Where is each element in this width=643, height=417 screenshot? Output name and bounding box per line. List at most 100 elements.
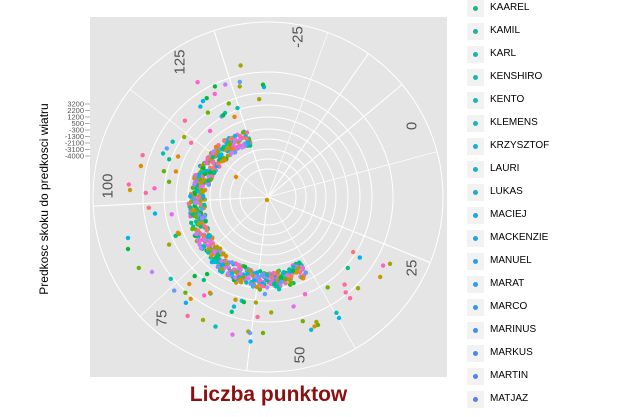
angle-tick-label: 50: [292, 347, 309, 364]
data-point: [275, 284, 280, 289]
data-point: [207, 128, 213, 134]
legend-label: LUKAS: [490, 186, 523, 197]
data-point: [228, 136, 233, 142]
legend-label: MARINUS: [490, 324, 537, 335]
data-point: [127, 187, 133, 193]
data-point: [166, 242, 172, 247]
data-point: [234, 145, 240, 150]
data-point: [281, 270, 286, 275]
data-point: [227, 141, 233, 147]
data-point: [269, 310, 274, 315]
data-point: [183, 290, 188, 295]
data-point: [226, 101, 231, 106]
y-axis-title: Predkosc skoku do predkosci wiatru: [37, 103, 51, 295]
data-point: [312, 324, 317, 329]
data-point: [188, 296, 193, 301]
legend-item: MARKUS: [467, 345, 643, 368]
angle-grid-line: [93, 196, 269, 207]
data-point: [215, 264, 220, 269]
data-point: [237, 79, 242, 85]
legend-item: LUKAS: [467, 184, 643, 207]
data-point: [203, 161, 209, 166]
angle-tick-label: 125: [172, 49, 189, 74]
data-point: [297, 261, 302, 266]
data-point: [188, 194, 193, 199]
radial-grid-circle: [209, 138, 327, 256]
radial-tick-label: 1200: [67, 113, 84, 122]
legend-dot-icon: [473, 144, 478, 149]
data-point: [252, 278, 257, 283]
data-point: [207, 239, 212, 244]
data-point: [244, 280, 249, 285]
data-point: [198, 232, 204, 237]
data-point: [215, 161, 220, 166]
radial-tick-label: -300: [69, 126, 84, 135]
data-point: [237, 84, 242, 89]
legend-label: MATJAZ: [490, 393, 529, 404]
data-point: [199, 190, 204, 195]
legend-dot-icon: [473, 213, 478, 218]
data-point: [190, 226, 195, 232]
legend-label: LAURI: [490, 163, 520, 174]
angle-grid-line: [129, 88, 269, 198]
legend-label: KAAREL: [490, 2, 530, 13]
data-point: [164, 146, 169, 151]
legend-label: KRZYSZTOF: [490, 140, 550, 151]
data-point: [334, 310, 339, 315]
data-point: [205, 243, 211, 248]
legend-label: KENTO: [490, 94, 525, 105]
data-point: [278, 275, 284, 280]
data-point: [146, 205, 151, 210]
legend-dot-icon: [473, 167, 478, 172]
data-point: [248, 339, 253, 344]
legend-label: MACIEJ: [490, 209, 527, 220]
data-point: [241, 299, 247, 305]
data-point: [225, 271, 231, 276]
legend-dot-icon: [473, 236, 478, 241]
angle-tick-label: 100: [100, 173, 117, 198]
legend-key: [467, 23, 484, 40]
data-point: [254, 270, 260, 275]
data-point: [230, 332, 235, 337]
legend-item: KARL: [467, 46, 643, 69]
data-point: [301, 276, 306, 281]
legend-item: KENTO: [467, 92, 643, 115]
data-point: [126, 182, 131, 187]
data-point: [207, 233, 213, 238]
data-point: [203, 225, 209, 230]
data-point: [244, 130, 250, 135]
data-point: [253, 300, 259, 305]
legend-dot-icon: [473, 75, 478, 80]
radial-grid-circle: [239, 168, 297, 226]
legend-item: MARAT: [467, 276, 643, 299]
radial-grid-circle: [219, 148, 317, 246]
data-point: [246, 276, 251, 281]
data-point: [207, 170, 213, 175]
data-point: [303, 270, 308, 276]
legend-label: KARL: [490, 48, 517, 59]
data-point: [260, 82, 266, 87]
angle-grid-line: [267, 32, 329, 198]
legend-dot-icon: [473, 351, 478, 356]
data-point: [183, 300, 189, 305]
legend-key: [467, 368, 484, 385]
data-point: [205, 178, 211, 183]
data-point: [200, 183, 205, 188]
data-point: [355, 286, 361, 291]
radial-tick-label: -1300: [65, 132, 84, 141]
radial-tick-label: 2200: [67, 106, 84, 115]
data-point: [242, 264, 248, 269]
data-point: [208, 165, 213, 170]
data-point: [343, 290, 348, 295]
data-point: [209, 253, 214, 258]
legend-dot-icon: [473, 374, 478, 379]
data-point: [173, 233, 178, 238]
legend-item: MATJAZ: [467, 391, 643, 414]
angle-grid-line: [267, 84, 403, 198]
data-point: [198, 104, 203, 109]
legend-dot-icon: [473, 328, 478, 333]
radial-tick-label: 3200: [67, 100, 84, 109]
legend-item: LAURI: [467, 161, 643, 184]
data-point: [173, 169, 179, 174]
data-point: [208, 247, 213, 252]
